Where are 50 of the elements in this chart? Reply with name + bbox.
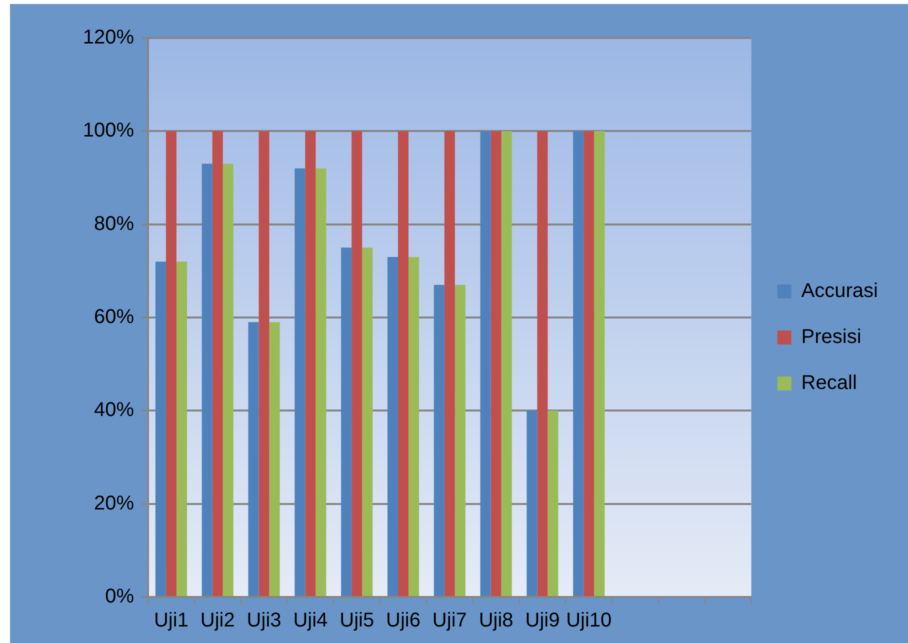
bar <box>222 164 234 596</box>
x-tick-label: Uji6 <box>386 610 420 632</box>
bar <box>444 131 455 596</box>
x-tick-label: Uji5 <box>340 610 374 632</box>
x-tick-label: Uji9 <box>525 610 560 632</box>
bar <box>305 131 316 596</box>
y-tick-label: 40% <box>94 399 134 422</box>
bar <box>248 322 259 596</box>
bar <box>454 284 466 596</box>
bar <box>501 131 512 596</box>
bar <box>258 131 270 596</box>
x-tick-label: Uji1 <box>154 610 188 632</box>
x-tick-label: Uji2 <box>200 610 235 632</box>
x-tick-label: Uji3 <box>246 610 282 632</box>
y-tick-label: 60% <box>94 306 134 328</box>
y-tick-label: 100% <box>82 120 134 142</box>
bar <box>434 284 444 596</box>
bar <box>166 131 176 596</box>
bar <box>490 131 502 596</box>
x-tick-label: Uji7 <box>432 610 467 632</box>
bar <box>537 131 548 596</box>
legend-label: Accurasi <box>801 280 878 302</box>
bar <box>316 168 326 596</box>
bar <box>594 131 605 596</box>
bar <box>584 131 594 596</box>
bar <box>269 322 280 596</box>
bar <box>352 131 362 596</box>
legend-label: Presisi <box>801 326 862 348</box>
y-tick-label: 20% <box>94 492 134 514</box>
bar <box>408 256 420 596</box>
bar <box>341 248 352 596</box>
x-tick-label: Uji10 <box>566 610 612 632</box>
y-tick-label: 120% <box>82 26 134 49</box>
bar <box>212 131 223 596</box>
y-tick-label: 80% <box>94 212 134 235</box>
x-tick-label: Uji8 <box>478 610 514 632</box>
bar <box>548 410 558 596</box>
x-tick-label: Uji4 <box>293 610 328 632</box>
bar <box>398 131 409 596</box>
bar <box>480 131 491 596</box>
y-tick-label: 0% <box>105 586 134 608</box>
bar <box>387 256 398 596</box>
legend-label: Recall <box>801 372 857 394</box>
bar <box>526 410 538 596</box>
bar <box>176 262 187 596</box>
bar <box>362 248 373 596</box>
bar <box>294 168 306 596</box>
bar <box>202 164 212 596</box>
bar <box>573 131 584 596</box>
bar <box>155 262 166 596</box>
